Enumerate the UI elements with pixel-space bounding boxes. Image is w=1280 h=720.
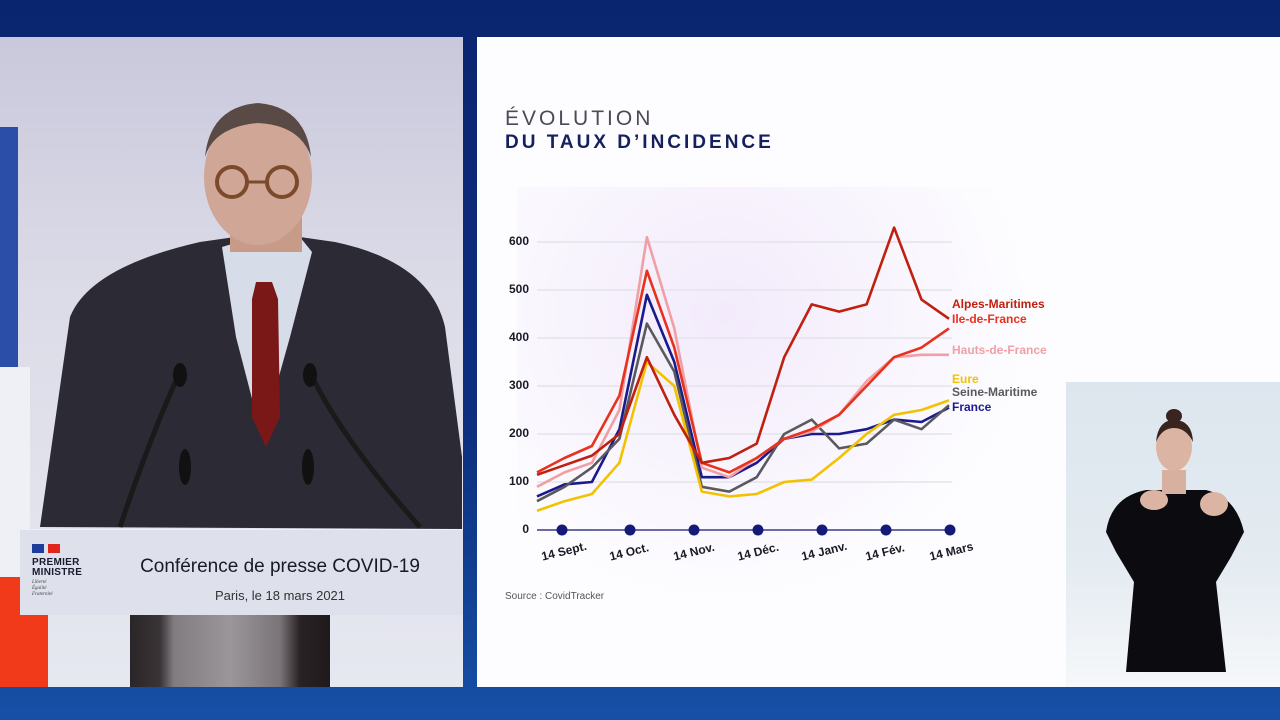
motto-egalite: Égalité — [32, 586, 47, 591]
series-line-alpes-maritimes — [536, 226, 950, 477]
y-tick-label: 0 — [522, 522, 529, 536]
legend-item: Seine-Maritime — [952, 385, 1038, 399]
x-axis-month-dot-icon — [624, 524, 636, 536]
marianne-flag-icon — [32, 544, 92, 553]
x-axis-month-dot-icon — [816, 524, 828, 536]
motto: Liberté Égalité Fraternité — [32, 580, 92, 598]
lectern-title: Conférence de presse COVID-19 — [140, 556, 420, 577]
lectern-pillar — [130, 615, 330, 687]
series-line-seine-maritime — [536, 322, 950, 503]
interpreter-figure — [1106, 409, 1244, 672]
legend-item: Alpes-Maritimes — [952, 297, 1045, 311]
legend-item: France — [952, 400, 992, 414]
motto-fraternite: Fraternité — [32, 592, 53, 597]
series-line-eure — [536, 360, 950, 513]
lectern-subtitle: Paris, le 18 mars 2021 — [214, 588, 346, 603]
speaker-video-panel: PREMIER MINISTRE Liberté Égalité Fratern… — [0, 37, 463, 687]
sign-language-interpreter-panel — [1066, 382, 1280, 687]
series-line-ile-de-france — [536, 269, 950, 474]
y-tick-label: 300 — [508, 378, 529, 392]
legend-item: Hauts-de-France — [952, 343, 1047, 357]
x-axis-month-dot-icon — [556, 524, 568, 536]
speaker-figure — [40, 103, 462, 529]
y-tick-label: 600 — [508, 234, 529, 248]
series-line-hauts-de-france — [536, 235, 949, 488]
slide-title-line-2: DU TAUX D’INCIDENCE — [505, 132, 774, 153]
x-axis-month-dot-icon — [688, 524, 700, 536]
y-tick-label: 500 — [508, 282, 529, 296]
source-note: Source : CovidTracker — [505, 591, 605, 602]
y-tick-label: 400 — [508, 330, 529, 344]
logo-line-2: MINISTRE — [32, 567, 83, 578]
incidence-line-chart — [536, 226, 956, 536]
premier-ministre-logo: PREMIER MINISTRE Liberté Égalité Fratern… — [32, 544, 92, 598]
flag-blue-stripe — [0, 127, 18, 367]
lectern-sign: PREMIER MINISTRE Liberté Égalité Fratern… — [20, 529, 463, 615]
legend-item: Eure — [952, 372, 979, 386]
logo-line-1: PREMIER — [32, 557, 80, 568]
legend-item: Ile-de-France — [952, 312, 1027, 326]
x-axis-month-dot-icon — [944, 524, 956, 536]
y-tick-label: 100 — [508, 474, 529, 488]
slide-title-line-1: ÉVOLUTION — [505, 107, 654, 130]
motto-liberte: Liberté — [32, 580, 47, 585]
slide-background-glow — [517, 187, 1037, 607]
x-axis-month-dot-icon — [880, 524, 892, 536]
y-tick-label: 200 — [508, 426, 529, 440]
x-axis-month-dot-icon — [752, 524, 764, 536]
